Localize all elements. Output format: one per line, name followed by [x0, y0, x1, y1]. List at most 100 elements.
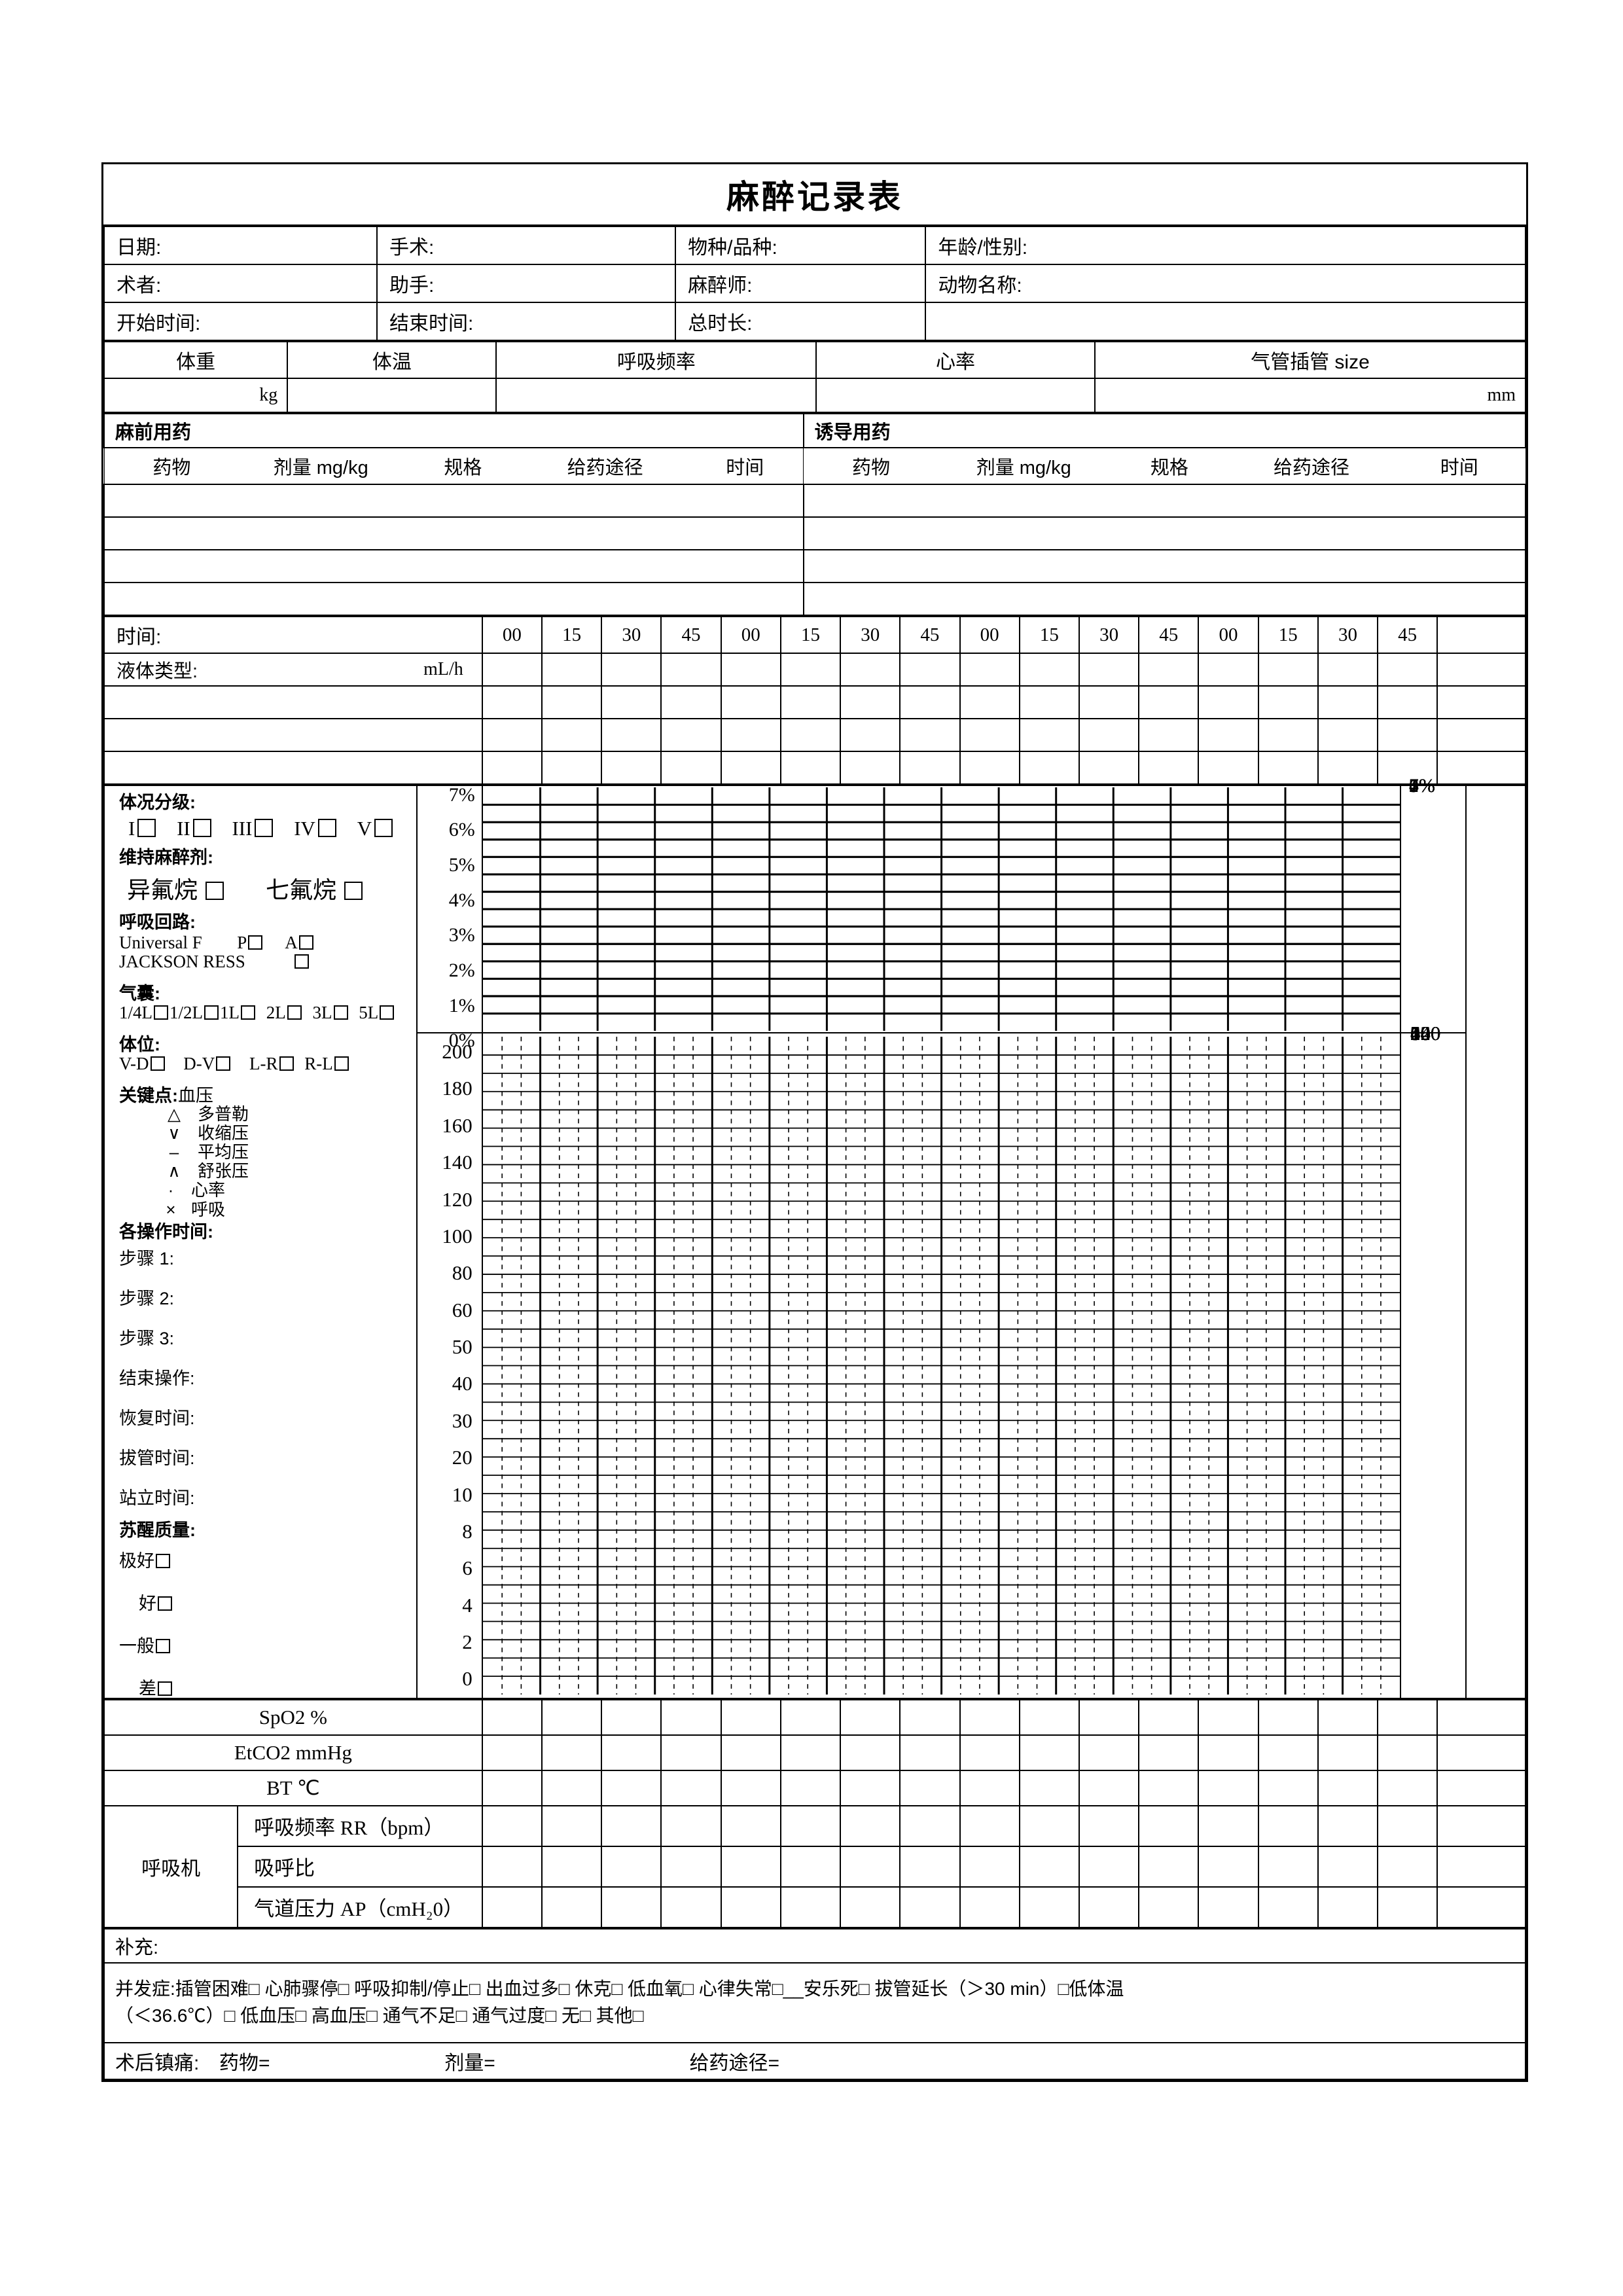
- fluid-blank-cell[interactable]: [541, 718, 603, 752]
- fluid-blank-cell[interactable]: [541, 685, 603, 719]
- vent-ap-cell[interactable]: [1138, 1886, 1200, 1928]
- circuit-universal-f-a-checkbox[interactable]: [298, 935, 313, 950]
- field-surgery[interactable]: 手术:: [376, 226, 677, 265]
- vent-ap-cell[interactable]: [1018, 1886, 1080, 1928]
- fluid-blank-cell[interactable]: [959, 718, 1020, 752]
- procedure-step-2[interactable]: 步骤 2:: [119, 1288, 175, 1308]
- vent-rr-cell[interactable]: [1436, 1804, 1526, 1847]
- field-total-duration[interactable]: 总时长:: [675, 302, 927, 341]
- spo2-cell[interactable]: [1317, 1698, 1379, 1736]
- fluid-cell[interactable]: [1018, 653, 1080, 687]
- etco2-cell[interactable]: [779, 1734, 842, 1771]
- vent-rr-cell[interactable]: [1377, 1804, 1438, 1847]
- vent-ap-cell[interactable]: [1317, 1886, 1379, 1928]
- fluid-blank-cell[interactable]: [720, 685, 781, 719]
- vent-ap-cell[interactable]: [1436, 1886, 1526, 1928]
- fluid-cell[interactable]: [899, 653, 961, 687]
- circuit-jackson-ress-row[interactable]: JACKSON RESS: [119, 953, 410, 971]
- vent-rr-cell[interactable]: [899, 1804, 961, 1847]
- fluid-cell[interactable]: [481, 653, 543, 687]
- fluid-blank-cell[interactable]: [1377, 751, 1438, 785]
- time-slot-1[interactable]: 15: [541, 616, 603, 654]
- bag-checkbox-quarter[interactable]: [154, 1005, 168, 1020]
- fluid-cell[interactable]: [541, 653, 603, 687]
- bag-checkbox-half[interactable]: [204, 1005, 219, 1020]
- circuit-universal-f-p-checkbox[interactable]: [248, 935, 263, 950]
- time-slot-7[interactable]: 45: [899, 616, 961, 654]
- fluid-cell[interactable]: [1257, 653, 1319, 687]
- vent-ie-cell[interactable]: [1257, 1845, 1319, 1888]
- fluid-type-label[interactable]: 液体类型: mL/h: [103, 653, 483, 687]
- etco2-cell[interactable]: [1198, 1734, 1259, 1771]
- bag-checkbox-2l[interactable]: [287, 1005, 302, 1020]
- induction-entry-1[interactable]: [802, 484, 1527, 518]
- fluid-blank-cell[interactable]: [1257, 751, 1319, 785]
- fluid-cell[interactable]: [1377, 653, 1438, 687]
- fluid-blank-cell[interactable]: [1198, 751, 1259, 785]
- fluid-blank-label[interactable]: [103, 685, 483, 719]
- field-start-time[interactable]: 开始时间:: [103, 302, 378, 341]
- vent-ap-cell[interactable]: [481, 1886, 543, 1928]
- fluid-blank-cell[interactable]: [481, 685, 543, 719]
- vent-rr-cell[interactable]: [1198, 1804, 1259, 1847]
- vent-ap-cell[interactable]: [1377, 1886, 1438, 1928]
- time-slot-15[interactable]: 45: [1377, 616, 1438, 654]
- bt-cell[interactable]: [1198, 1769, 1259, 1806]
- vent-ap-cell[interactable]: [899, 1886, 961, 1928]
- vent-ie-cell[interactable]: [481, 1845, 543, 1888]
- vent-ie-cell[interactable]: [1078, 1845, 1140, 1888]
- fluid-cell[interactable]: [601, 653, 662, 687]
- recovery-checkbox-good[interactable]: [158, 1596, 172, 1611]
- bt-cell[interactable]: [1377, 1769, 1438, 1806]
- fluid-blank-cell[interactable]: [840, 718, 901, 752]
- fluid-blank-cell[interactable]: [1138, 751, 1200, 785]
- fluid-blank-cell[interactable]: [660, 685, 722, 719]
- recovery-option-good[interactable]: 好: [139, 1594, 410, 1613]
- time-slot-2[interactable]: 30: [601, 616, 662, 654]
- fluid-blank-cell[interactable]: [899, 751, 961, 785]
- recovery-option-excellent[interactable]: 极好: [119, 1552, 410, 1570]
- fluid-cell[interactable]: [1078, 653, 1140, 687]
- vent-rr-cell[interactable]: [959, 1804, 1020, 1847]
- vent-ie-cell[interactable]: [840, 1845, 901, 1888]
- vent-rr-cell[interactable]: [1078, 1804, 1140, 1847]
- vitals-value-temperature[interactable]: [287, 378, 497, 413]
- bt-cell[interactable]: [840, 1769, 901, 1806]
- fluid-blank-cell[interactable]: [1317, 685, 1379, 719]
- bt-cell[interactable]: [720, 1769, 781, 1806]
- percent-grid-svg[interactable]: [482, 787, 1400, 1031]
- vent-ie-cell[interactable]: [1198, 1845, 1259, 1888]
- spo2-cell[interactable]: [601, 1698, 662, 1736]
- bt-cell[interactable]: [1018, 1769, 1080, 1806]
- fluid-blank-cell[interactable]: [660, 718, 722, 752]
- vent-ie-cell[interactable]: [779, 1845, 842, 1888]
- fluid-blank-cell[interactable]: [481, 718, 543, 752]
- recovery-checkbox-fair[interactable]: [156, 1638, 170, 1653]
- vent-rr-cell[interactable]: [1317, 1804, 1379, 1847]
- fluid-blank-cell[interactable]: [1138, 685, 1200, 719]
- time-slot-3[interactable]: 45: [660, 616, 722, 654]
- vent-rr-cell[interactable]: [1018, 1804, 1080, 1847]
- vent-ap-cell[interactable]: [1198, 1886, 1259, 1928]
- fluid-blank-cell[interactable]: [1138, 718, 1200, 752]
- vitals-value-resp-rate[interactable]: [495, 378, 817, 413]
- vent-ie-cell[interactable]: [899, 1845, 961, 1888]
- spo2-cell[interactable]: [1257, 1698, 1319, 1736]
- position-options[interactable]: V-D D-V L-R R-L: [119, 1055, 410, 1073]
- vent-ap-cell[interactable]: [1257, 1886, 1319, 1928]
- spo2-cell[interactable]: [660, 1698, 722, 1736]
- vent-ie-cell[interactable]: [601, 1845, 662, 1888]
- supplement-label[interactable]: 补充:: [103, 1928, 1526, 1964]
- field-age-sex[interactable]: 年龄/性别:: [925, 226, 1526, 265]
- vent-rr-cell[interactable]: [1257, 1804, 1319, 1847]
- fluid-blank-cell[interactable]: [779, 718, 842, 752]
- fluid-cell[interactable]: [779, 653, 842, 687]
- field-animal-name[interactable]: 动物名称:: [925, 264, 1526, 303]
- time-slot-9[interactable]: 15: [1018, 616, 1080, 654]
- vent-rr-cell[interactable]: [660, 1804, 722, 1847]
- vent-ie-cell[interactable]: [1377, 1845, 1438, 1888]
- vent-ie-cell[interactable]: [1138, 1845, 1200, 1888]
- field-assistant[interactable]: 助手:: [376, 264, 677, 303]
- spo2-cell[interactable]: [481, 1698, 543, 1736]
- spo2-cell[interactable]: [1377, 1698, 1438, 1736]
